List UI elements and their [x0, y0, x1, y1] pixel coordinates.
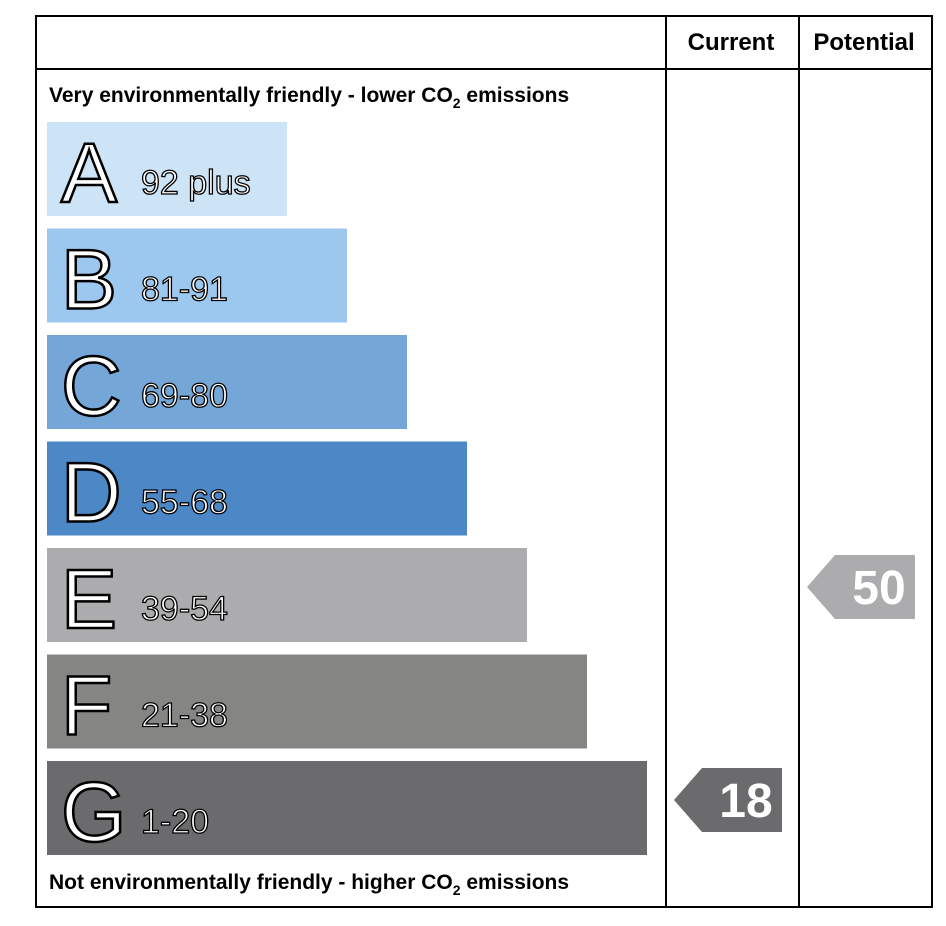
band-e-range: 39-54: [141, 590, 228, 628]
band-g-range: 1-20: [141, 803, 209, 841]
current-rating-value: 18: [719, 775, 772, 828]
band-b-letter: B: [61, 233, 117, 327]
band-f-bar: [47, 654, 587, 749]
band-a-range: 92 plus: [141, 164, 251, 202]
potential-rating-value: 50: [852, 562, 905, 615]
bottom-caption-prefix: Not environmentally friendly - higher CO: [49, 871, 453, 894]
band-c-bar: [47, 335, 407, 429]
band-a-letter: A: [61, 126, 117, 220]
band-e-bar: [47, 548, 527, 642]
potential-rating-arrow: [807, 555, 915, 619]
band-g-letter: G: [61, 765, 126, 859]
band-d-range: 55-68: [141, 484, 228, 522]
top-caption: Very environmentally friendly - lower CO…: [49, 84, 569, 111]
band-b-range: 81-91: [141, 271, 228, 309]
current-rating-arrow: [674, 768, 782, 832]
bottom-caption-subscript: 2: [453, 882, 461, 898]
band-f-letter: F: [61, 659, 112, 753]
band-c-range: 69-80: [141, 377, 228, 415]
bottom-caption-suffix: emissions: [461, 871, 570, 894]
bottom-caption: Not environmentally friendly - higher CO…: [49, 871, 569, 898]
top-caption-suffix: emissions: [461, 84, 570, 107]
band-f-range: 21-38: [141, 697, 228, 735]
band-d-letter: D: [61, 446, 122, 540]
band-c-letter: C: [61, 339, 122, 433]
band-a-bar: [47, 122, 287, 216]
top-caption-prefix: Very environmentally friendly - lower CO: [49, 84, 453, 107]
band-e-letter: E: [61, 552, 117, 646]
band-b-bar: [47, 228, 347, 323]
top-caption-subscript: 2: [453, 95, 461, 111]
current-column-header: Current: [688, 29, 775, 56]
potential-column-header: Potential: [813, 29, 914, 56]
band-d-bar: [47, 441, 467, 536]
chart-frame: [35, 15, 933, 908]
rating-bands: A 92 plus B 81-91 C 69-80 D 55-68 E 39-54 F 21-38 G 1…: [47, 122, 647, 860]
band-g-bar: [47, 761, 647, 855]
